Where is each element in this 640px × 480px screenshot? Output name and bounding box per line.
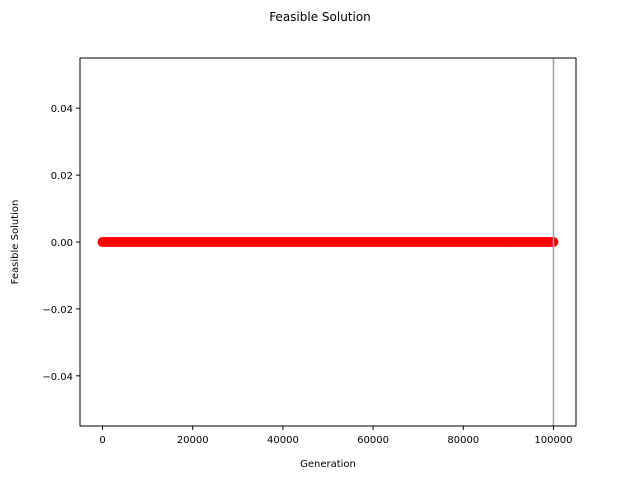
y-axis-label: Feasible Solution xyxy=(10,200,21,285)
x-tick-label: 80000 xyxy=(447,435,479,446)
y-tick-label: −0.04 xyxy=(42,372,73,383)
x-tick-label: 20000 xyxy=(177,435,209,446)
x-tick-label: 100000 xyxy=(534,435,572,446)
plot-area xyxy=(79,57,577,427)
y-tick-label: −0.02 xyxy=(42,305,73,316)
y-tick-label: 0.00 xyxy=(51,238,73,249)
y-axis: −0.04 −0.02 0.00 0.02 0.04 xyxy=(42,104,80,383)
x-tick-label: 40000 xyxy=(267,435,299,446)
y-tick-label: 0.02 xyxy=(51,171,73,182)
x-axis: 0 20000 40000 60000 80000 100000 xyxy=(99,426,573,446)
y-tick-label: 0.04 xyxy=(51,104,73,115)
x-tick-label: 60000 xyxy=(357,435,389,446)
x-tick-label: 0 xyxy=(99,435,105,446)
x-axis-label: Generation xyxy=(300,459,356,470)
chart-title: Feasible Solution xyxy=(269,10,371,24)
